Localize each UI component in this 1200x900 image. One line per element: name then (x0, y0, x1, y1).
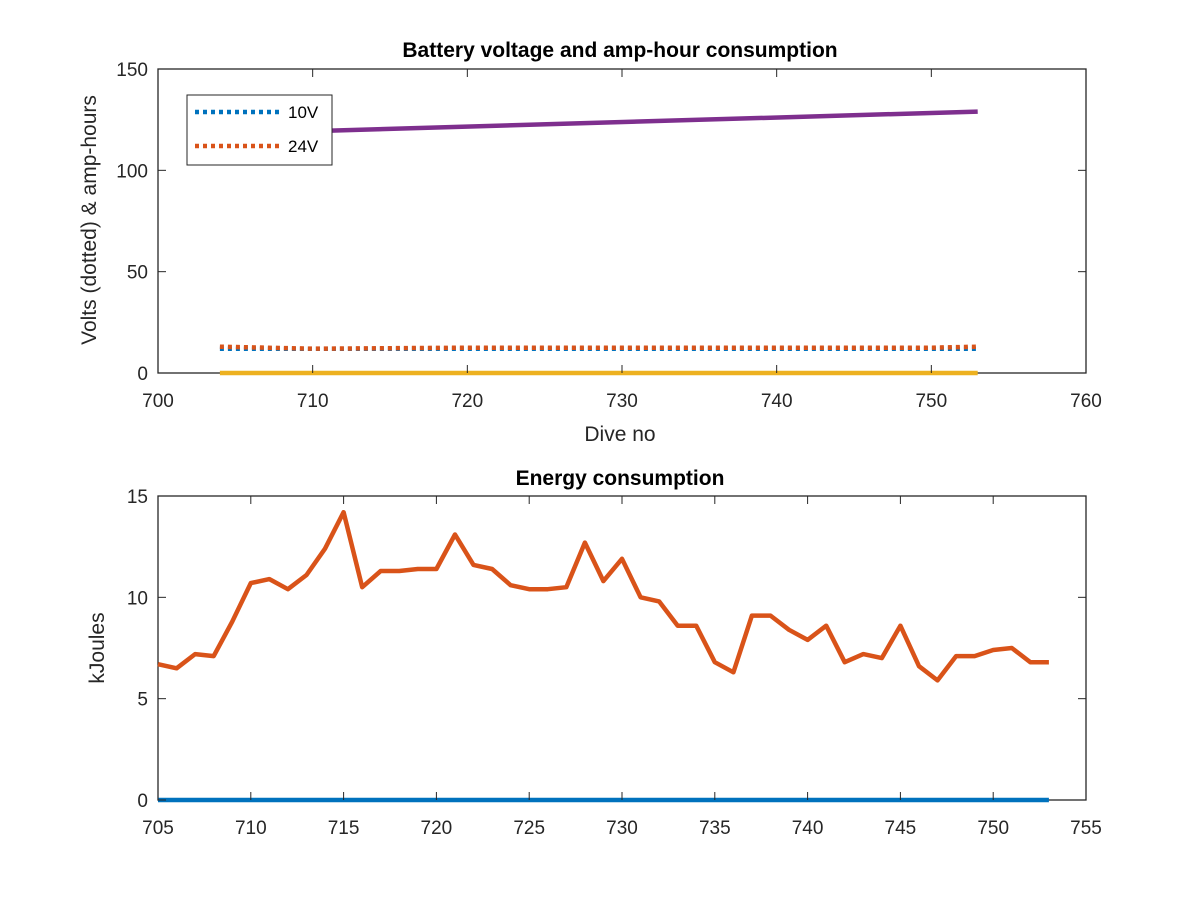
x-tick-label: 715 (328, 818, 360, 839)
x-tick-label: 720 (421, 818, 453, 839)
series-line-24v (219, 344, 978, 351)
x-tick-label: 725 (513, 818, 545, 839)
x-tick-label: 730 (606, 818, 638, 839)
x-tick-label: 705 (142, 818, 174, 839)
y-tick-label: 50 (127, 263, 148, 284)
legend-box (186, 94, 333, 166)
y-tick-label: 5 (137, 690, 148, 711)
legend-label-24v: 24V (288, 137, 319, 156)
y-tick-label: 150 (116, 60, 148, 81)
chart-title: Energy consumption (516, 467, 725, 490)
tick-group: 700 710 720 730 740 750 760 0 50 100 150 (116, 60, 1102, 412)
series-line-3 (219, 109, 978, 137)
y-tick-label: 10 (127, 588, 148, 609)
x-tick-label: 710 (235, 818, 267, 839)
x-tick-label: 740 (761, 391, 793, 412)
x-tick-label: 735 (699, 818, 731, 839)
y-axis-label: Volts (dotted) & amp-hours (78, 95, 101, 345)
x-tick-label: 740 (792, 818, 824, 839)
x-axis-label: Dive no (584, 423, 655, 446)
series-group (219, 109, 978, 376)
y-tick-label: 0 (137, 791, 148, 812)
x-tick-label: 710 (297, 391, 329, 412)
chart-title: Battery voltage and amp-hour consumption (402, 39, 837, 62)
x-tick-label: 745 (885, 818, 917, 839)
legend-label-10v: 10V (288, 103, 319, 122)
series-line-1 (157, 509, 1049, 683)
energy-panel: Energy consumption 705 710 715 720 725 730 735… (86, 467, 1102, 839)
x-tick-label: 750 (915, 391, 947, 412)
x-tick-label: 755 (1070, 818, 1102, 839)
x-tick-label: 730 (606, 391, 638, 412)
x-tick-label: 720 (451, 391, 483, 412)
legend: 10V 24V (186, 94, 333, 166)
y-tick-label: 15 (127, 487, 148, 508)
x-tick-label: 760 (1070, 391, 1102, 412)
y-axis-label: kJoules (86, 612, 109, 683)
x-tick-label: 750 (977, 818, 1009, 839)
voltage-amphour-panel: Battery voltage and amp-hour consumption… (78, 39, 1102, 446)
y-tick-label: 0 (137, 364, 148, 385)
x-tick-label: 700 (142, 391, 174, 412)
y-tick-label: 100 (116, 161, 148, 182)
tick-group: 705 710 715 720 725 730 735 740 745 750 755 0 5 10 15 (127, 487, 1102, 839)
axes-box (157, 495, 1087, 801)
